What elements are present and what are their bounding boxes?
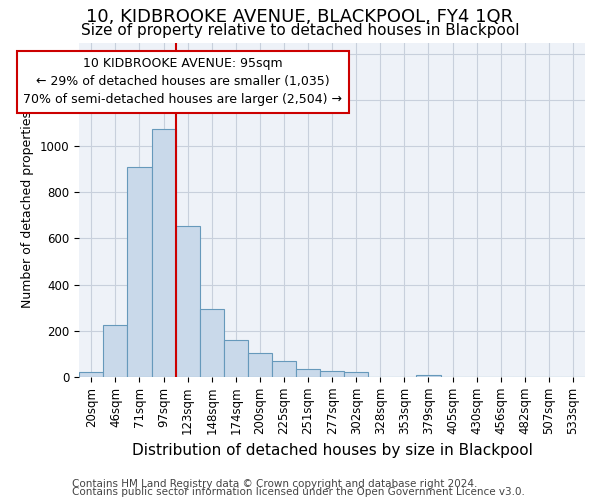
Text: 10 KIDBROOKE AVENUE: 95sqm
← 29% of detached houses are smaller (1,035)
70% of s: 10 KIDBROOKE AVENUE: 95sqm ← 29% of deta…: [23, 58, 343, 106]
Bar: [127, 167, 152, 377]
Bar: [224, 340, 248, 377]
Text: Contains public sector information licensed under the Open Government Licence v3: Contains public sector information licen…: [72, 487, 525, 497]
Bar: [152, 129, 176, 377]
Y-axis label: Number of detached properties: Number of detached properties: [21, 111, 34, 308]
Text: 10, KIDBROOKE AVENUE, BLACKPOOL, FY4 1QR: 10, KIDBROOKE AVENUE, BLACKPOOL, FY4 1QR: [86, 8, 514, 26]
Bar: [176, 226, 200, 377]
Bar: [344, 372, 368, 377]
Bar: [320, 371, 344, 377]
Bar: [296, 368, 320, 377]
Bar: [416, 374, 440, 377]
Bar: [248, 352, 272, 377]
Text: Size of property relative to detached houses in Blackpool: Size of property relative to detached ho…: [81, 22, 519, 38]
X-axis label: Distribution of detached houses by size in Blackpool: Distribution of detached houses by size …: [132, 442, 533, 458]
Bar: [103, 325, 127, 377]
Bar: [272, 360, 296, 377]
Bar: [79, 372, 103, 377]
Text: Contains HM Land Registry data © Crown copyright and database right 2024.: Contains HM Land Registry data © Crown c…: [72, 479, 478, 489]
Bar: [200, 309, 224, 377]
